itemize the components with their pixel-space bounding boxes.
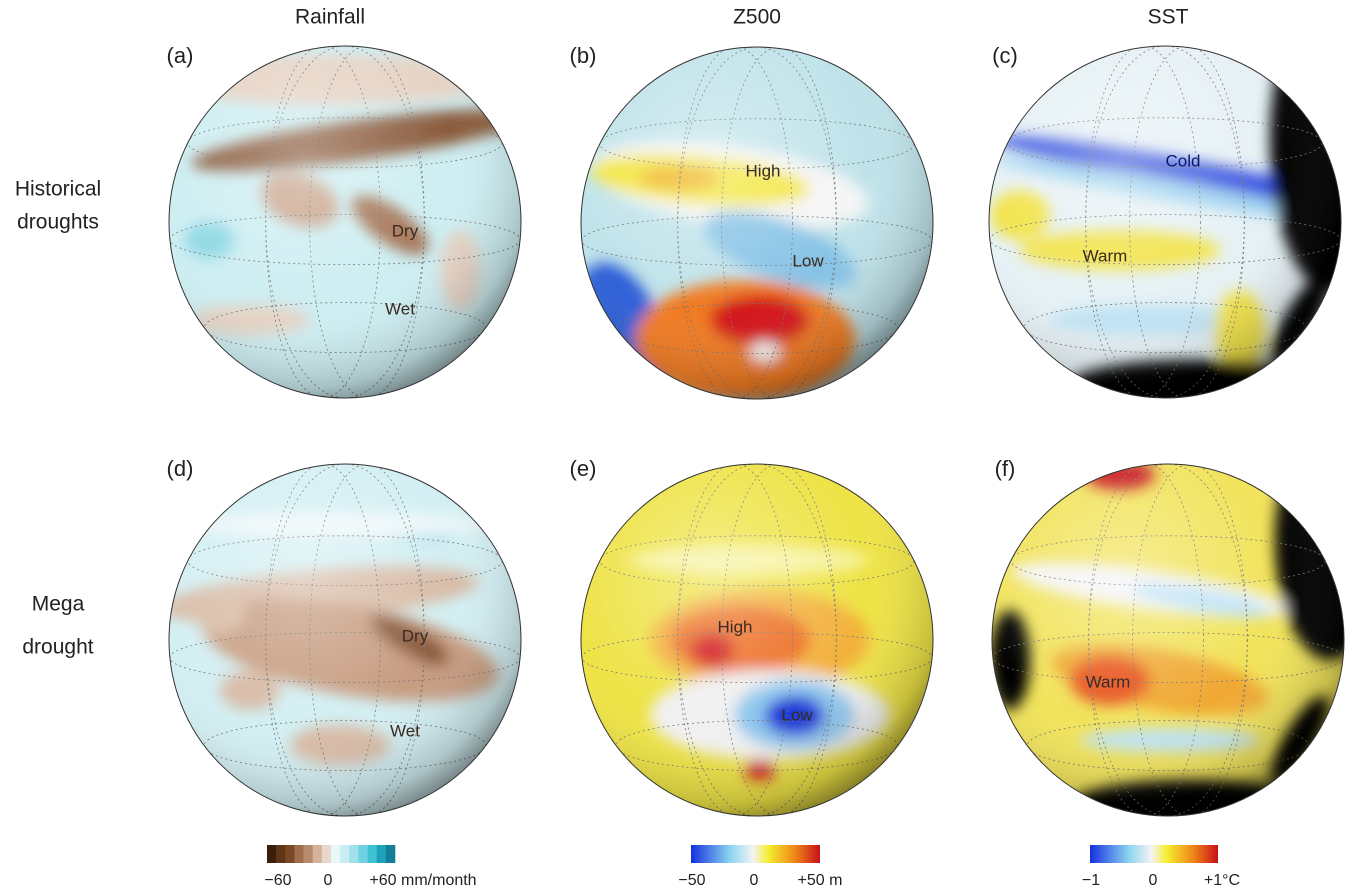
colorbar [1090, 845, 1218, 863]
column-title: Z500 [733, 6, 781, 29]
colorbar-tick-label: +50 m [798, 872, 843, 889]
colorbar-step [303, 845, 314, 863]
row-label: drought [22, 636, 93, 659]
colorbar-step [285, 845, 295, 863]
annotation: Dry [402, 626, 429, 645]
annotation: High [718, 617, 753, 636]
globe-shade [581, 47, 933, 399]
globe [992, 464, 1344, 816]
globe [581, 464, 933, 816]
colorbar-tick-label: 0 [324, 872, 333, 889]
panel-label: (e) [570, 456, 597, 481]
globe-shade [992, 464, 1344, 816]
colorbar-step [294, 845, 304, 863]
globe-shade [581, 464, 933, 816]
panel-label: (c) [992, 43, 1018, 68]
globe-outline [991, 463, 1345, 817]
annotation: Low [781, 705, 813, 724]
colorbar [691, 845, 820, 863]
globe [989, 46, 1341, 398]
colorbar-tick-label: +60 mm/month [369, 872, 476, 889]
panel-label: (b) [570, 43, 597, 68]
colorbar-tick-label: −1 [1082, 872, 1100, 889]
colorbar-step [331, 845, 341, 863]
colorbar-step [385, 845, 396, 863]
globe [169, 46, 521, 398]
panel-label: (d) [167, 456, 194, 481]
annotation: High [746, 161, 781, 180]
annotation: Warm [1086, 672, 1131, 691]
column-title: SST [1148, 6, 1189, 29]
colorbar-step [321, 845, 332, 863]
panel-label: (f) [995, 456, 1016, 481]
colorbar-tick-label: +1°C [1204, 872, 1240, 889]
colorbar-step [349, 845, 359, 863]
colorbar-step [340, 845, 350, 863]
globe-outline [580, 46, 934, 400]
colorbar-step [367, 845, 378, 863]
colorbar-tick-label: 0 [1149, 872, 1158, 889]
colorbar-tick-label: −50 [678, 872, 705, 889]
globe-outline [580, 463, 934, 817]
globe-outline [168, 45, 522, 399]
colorbar-step [276, 845, 286, 863]
globe-shade [989, 46, 1341, 398]
annotation: Wet [385, 299, 415, 318]
annotation: Cold [1166, 151, 1201, 170]
row-label: Mega [32, 593, 85, 616]
annotation: Wet [390, 721, 420, 740]
column-title: Rainfall [295, 6, 365, 29]
globe-shade [169, 464, 521, 816]
colorbar-step [267, 845, 277, 863]
colorbar-step [376, 845, 387, 863]
colorbar-tick-label: 0 [750, 872, 759, 889]
annotation: Low [792, 251, 824, 270]
row-label: droughts [17, 211, 99, 234]
colorbar-step [312, 845, 323, 863]
globe [169, 464, 521, 816]
colorbar-step [358, 845, 368, 863]
globe-shade [169, 46, 521, 398]
globe-outline [168, 463, 522, 817]
annotation: Dry [392, 221, 419, 240]
globe [581, 47, 933, 399]
panel-label: (a) [167, 43, 194, 68]
colorbar-tick-label: −60 [264, 872, 291, 889]
annotation: Warm [1083, 246, 1128, 265]
globe-outline [988, 45, 1342, 399]
row-label: Historical [15, 178, 101, 201]
